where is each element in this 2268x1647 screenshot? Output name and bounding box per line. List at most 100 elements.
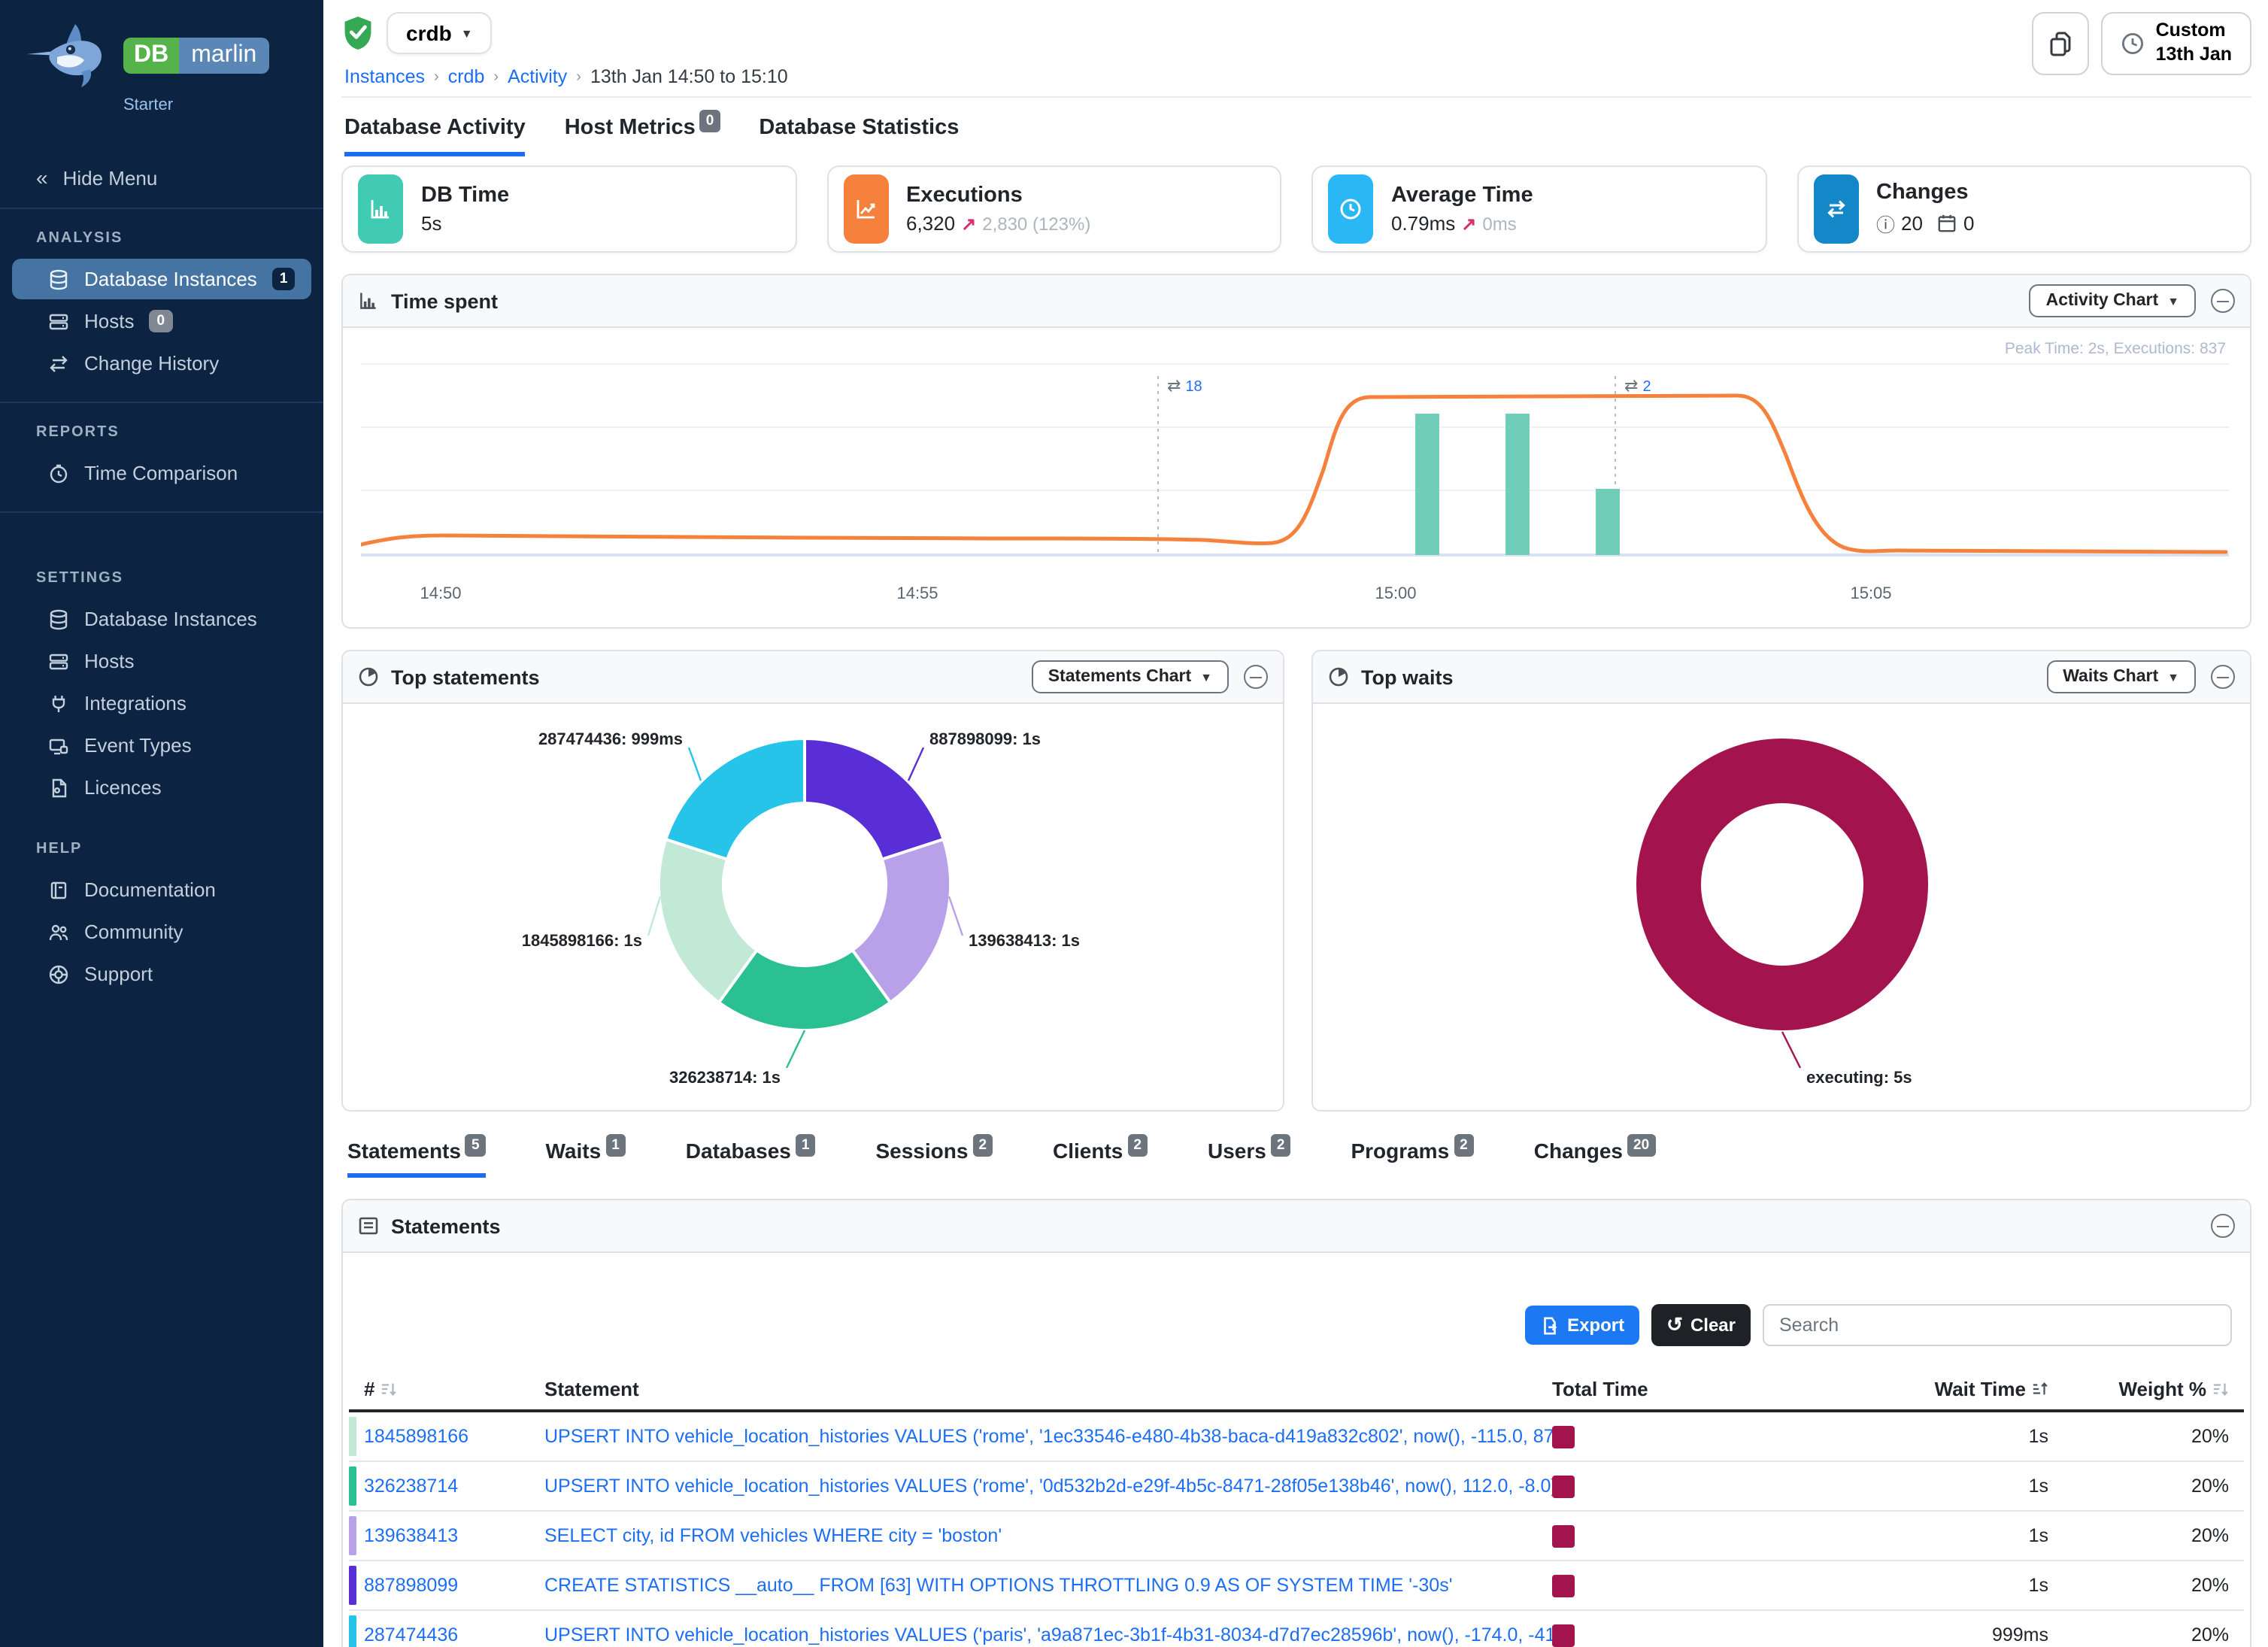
label-leader-line [785,1030,806,1069]
sidebar-item-integrations[interactable]: Integrations [12,683,311,723]
tab-changes[interactable]: Changes 20 [1533,1134,1656,1178]
sidebar-item-licences[interactable]: Licences [12,767,311,808]
statement-link[interactable]: UPSERT INTO vehicle_location_histories V… [544,1426,1552,1447]
activity-line-chart[interactable]: ⇄ 18 ⇄ 2 14:50 14:55 15:00 15:05 [359,343,2229,617]
change-marker-label[interactable]: ⇄ 2 [1624,376,1651,395]
statement-id-link[interactable]: 287474436 [364,1624,459,1645]
tab-label: Clients [1053,1139,1123,1163]
executions-bar[interactable] [1505,414,1530,555]
statement-id-link[interactable]: 139638413 [364,1525,459,1546]
waits-donut[interactable]: executing: 5s [1316,707,2247,1100]
tab-label: Changes [1533,1139,1623,1163]
statement-id-link[interactable]: 887898099 [364,1575,459,1596]
sidebar-item-hosts[interactable]: Hosts 0 [12,301,311,341]
licence-icon [52,778,67,797]
count-badge: 2 [972,1134,993,1157]
sidebar-item-settings-hosts[interactable]: Hosts [12,641,311,681]
total-time-bar [1552,1425,1575,1448]
collapse-panel-button[interactable] [2211,1214,2235,1238]
collapse-panel-button[interactable] [2211,665,2235,689]
tab-sessions[interactable]: Sessions 2 [875,1134,993,1178]
statement-id-link[interactable]: 326238714 [364,1476,459,1497]
statement-link[interactable]: CREATE STATISTICS __auto__ FROM [63] WIT… [544,1575,1453,1596]
statement-link[interactable]: SELECT city, id FROM vehicles WHERE city… [544,1525,1002,1546]
change-marker-label[interactable]: ⇄ 18 [1167,376,1202,395]
time-range-date: 13th Jan [2155,44,2232,65]
sidebar-item-support[interactable]: Support [12,954,311,994]
sidebar-item-documentation[interactable]: Documentation [12,869,311,910]
col-header-num[interactable]: # [364,1377,544,1400]
divider [0,511,323,513]
tab-statements[interactable]: Statements 5 [347,1134,486,1178]
clear-button[interactable]: ↺ Clear [1651,1304,1751,1346]
breadcrumb-activity[interactable]: Activity [508,66,568,87]
waits-chart-selector[interactable]: Waits Chart ▼ [2046,660,2196,693]
collapse-panel-button[interactable] [2211,289,2235,313]
plug-icon [52,695,65,711]
logo-db-badge: DB [123,38,180,74]
marlin-fish-icon [27,24,102,87]
tab-clients[interactable]: Clients 2 [1053,1134,1148,1178]
statement-link[interactable]: UPSERT INTO vehicle_location_histories V… [544,1624,1552,1645]
tab-label: Database Statistics [759,116,960,140]
count-badge: 0 [149,310,173,332]
sidebar-item-time-comparison[interactable]: Time Comparison [12,453,311,493]
col-header-statement[interactable]: Statement [544,1377,639,1400]
breadcrumb-instances[interactable]: Instances [344,66,426,87]
book-icon [50,881,67,899]
sidebar-item-label: Database Instances [84,608,257,630]
panel-title: Statements [391,1215,501,1237]
breadcrumb: Instances › crdb › Activity › 13th Jan 1… [344,66,788,87]
tab-waits[interactable]: Waits 1 [546,1134,626,1178]
info-circle-icon: ⓘ [1876,215,1896,236]
sidebar-item-label: Time Comparison [84,462,238,484]
calendar-icon [1939,214,1957,232]
export-button[interactable]: Export [1525,1306,1640,1345]
time-range-button[interactable]: Custom 13th Jan [2101,12,2251,75]
sidebar-item-community[interactable]: Community [12,911,311,952]
tab-database-activity[interactable]: Database Activity [344,116,526,156]
donut-segment[interactable] [850,837,953,1005]
x-tick: 15:00 [1375,584,1416,602]
tab-host-metrics[interactable]: Host Metrics 0 [565,110,720,156]
donut-segment[interactable] [663,736,806,862]
chevron-down-icon: ▼ [1200,670,1212,684]
tab-database-statistics[interactable]: Database Statistics [759,116,959,156]
activity-chart-selector[interactable]: Activity Chart ▼ [2029,284,2196,317]
donut-segment[interactable] [803,736,946,862]
sidebar-item-settings-database-instances[interactable]: Database Instances [12,599,311,639]
tab-programs[interactable]: Programs 2 [1351,1134,1474,1178]
copy-link-button[interactable] [2032,12,2090,75]
sidebar-item-label: Hosts [84,310,135,332]
sidebar-item-database-instances[interactable]: Database Instances 1 [12,259,311,299]
collapse-panel-button[interactable] [1244,665,1268,689]
instance-selector[interactable]: crdb ▼ [387,12,493,54]
logo-marlin-badge: marlin [179,38,269,74]
tab-databases[interactable]: Databases 1 [686,1134,816,1178]
donut-label: 139638413: 1s [969,931,1080,950]
sidebar-item-change-history[interactable]: Change History [12,343,311,384]
sidebar-item-label: Database Instances [84,268,257,290]
col-header-wait-time[interactable]: Wait Time [1733,1377,2048,1400]
executions-bar[interactable] [1415,414,1439,555]
statement-id-link[interactable]: 1845898166 [364,1426,469,1447]
statement-link[interactable]: UPSERT INTO vehicle_location_histories V… [544,1476,1552,1497]
donut-segment[interactable] [656,837,760,1005]
col-header-weight[interactable]: Weight % [2048,1377,2229,1400]
donut-segment[interactable] [717,948,893,1032]
tab-label: Sessions [875,1139,969,1163]
total-time-bar [1552,1624,1575,1646]
statements-chart-selector[interactable]: Statements Chart ▼ [1031,660,1229,693]
executions-bar[interactable] [1596,489,1620,555]
statements-donut[interactable]: 887898099: 1s 139638413: 1s 326238714: 1… [346,707,1280,1100]
donut-segment[interactable] [1636,739,1928,1030]
tab-users[interactable]: Users 2 [1208,1134,1291,1178]
search-input[interactable] [1763,1304,2232,1346]
breadcrumb-crdb[interactable]: crdb [447,66,485,87]
card-title: Average Time [1391,184,1533,208]
sidebar-item-event-types[interactable]: Event Types [12,725,311,766]
col-header-total-time[interactable]: Total Time [1552,1377,1648,1400]
server-icon [49,313,68,329]
swap-arrows-icon: ⇄ [1624,376,1638,395]
hide-menu-button[interactable]: « Hide Menu [0,150,323,205]
